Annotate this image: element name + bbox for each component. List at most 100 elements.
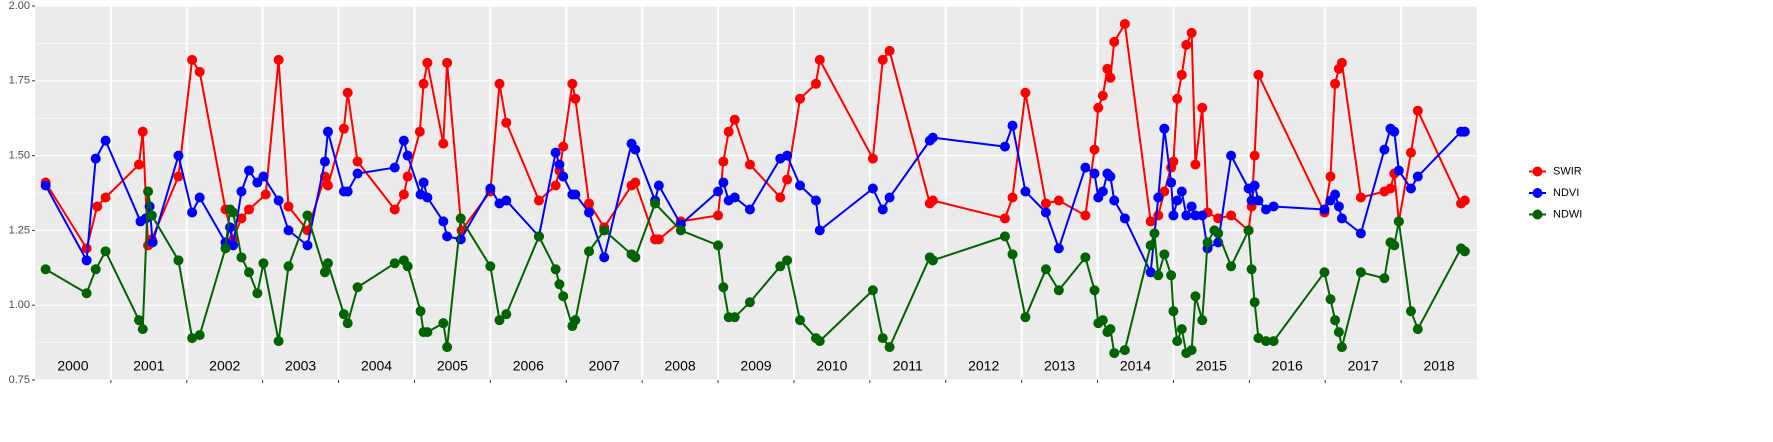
data-point [422, 57, 433, 68]
data-point [1040, 207, 1051, 218]
data-point [402, 171, 413, 182]
data-point [143, 186, 154, 197]
data-point [220, 243, 231, 254]
data-point [653, 180, 664, 191]
data-point [283, 225, 294, 236]
data-point [999, 213, 1010, 224]
data-point [342, 318, 353, 329]
data-point [723, 126, 734, 137]
year-label: 2016 [1272, 358, 1303, 374]
data-point [415, 306, 426, 317]
data-point [40, 264, 51, 275]
data-point [187, 207, 198, 218]
data-point [100, 246, 111, 257]
data-point [795, 315, 806, 326]
data-point [438, 216, 449, 227]
data-point [228, 240, 239, 251]
data-point [1190, 159, 1201, 170]
data-point [352, 168, 363, 179]
data-point [228, 207, 239, 218]
data-point [927, 255, 938, 266]
data-point [322, 180, 333, 191]
data-point [90, 264, 101, 275]
data-point [599, 225, 610, 236]
data-point [1186, 27, 1197, 38]
data-point [558, 171, 569, 182]
data-point [533, 231, 544, 242]
data-point [782, 174, 793, 185]
data-point [554, 159, 565, 170]
data-point [570, 93, 581, 104]
data-point [1330, 189, 1341, 200]
data-point [402, 261, 413, 272]
data-point [322, 126, 333, 137]
data-point [1153, 270, 1164, 281]
data-point [729, 114, 740, 125]
data-point [494, 315, 505, 326]
data-point [927, 195, 938, 206]
data-point [718, 282, 729, 293]
data-point [814, 336, 825, 347]
data-point [236, 213, 247, 224]
data-point [1168, 156, 1179, 167]
data-point [100, 135, 111, 146]
data-point [236, 252, 247, 263]
data-point [244, 204, 255, 215]
data-point [1105, 171, 1116, 182]
data-point [1102, 63, 1113, 74]
data-point [273, 195, 284, 206]
data-point [352, 282, 363, 293]
data-point [584, 207, 595, 218]
data-point [398, 189, 409, 200]
data-point [558, 291, 569, 302]
data-point [1253, 69, 1264, 80]
data-point [558, 141, 569, 152]
data-point [999, 141, 1010, 152]
data-point [1020, 87, 1031, 98]
data-point [1336, 342, 1347, 353]
data-point [810, 78, 821, 89]
data-point [438, 318, 449, 329]
data-point [244, 165, 255, 176]
data-point [1412, 171, 1423, 182]
legend-label: NDWI [1553, 208, 1582, 220]
data-point [1393, 165, 1404, 176]
data-point [584, 198, 595, 209]
data-point [1176, 69, 1187, 80]
data-point [1213, 228, 1224, 239]
data-point [867, 153, 878, 164]
data-point [867, 183, 878, 194]
data-point [260, 189, 271, 200]
data-point [1385, 183, 1396, 194]
data-point [1053, 285, 1064, 296]
data-point [1202, 237, 1213, 248]
data-point [584, 246, 595, 257]
data-point [1145, 240, 1156, 251]
data-point [1109, 195, 1120, 206]
year-label: 2006 [513, 358, 544, 374]
data-point [1007, 120, 1018, 131]
data-point [1268, 201, 1279, 212]
data-point [342, 87, 353, 98]
legend-key [1532, 166, 1543, 177]
year-label: 2007 [589, 358, 620, 374]
data-point [1330, 78, 1341, 89]
data-point [322, 258, 333, 269]
data-point [1253, 195, 1264, 206]
data-point [1253, 333, 1264, 344]
data-point [133, 315, 144, 326]
data-point [1197, 315, 1208, 326]
data-point [1097, 90, 1108, 101]
data-point [1190, 291, 1201, 302]
data-point [1181, 210, 1192, 221]
data-point [795, 93, 806, 104]
data-point [1355, 192, 1366, 203]
data-point [258, 171, 269, 182]
data-point [775, 261, 786, 272]
data-point [554, 279, 565, 290]
data-point [1176, 324, 1187, 335]
data-point [1379, 144, 1390, 155]
data-point [1325, 171, 1336, 182]
data-point [814, 54, 825, 65]
